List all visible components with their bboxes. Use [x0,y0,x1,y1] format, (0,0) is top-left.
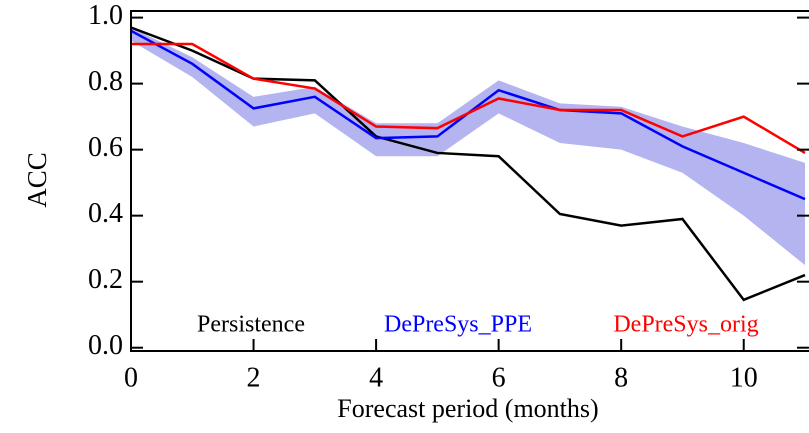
x-tick-label: 8 [614,362,628,393]
series-line [131,42,806,155]
y-tick-label: 0.0 [88,330,123,361]
y-tick-label: 0.4 [88,198,123,229]
y-tick-label: 0.2 [88,264,123,295]
x-tick-label: 10 [730,362,758,393]
legend-entry: DePreSys_PPE [384,312,532,338]
x-tick-label: 6 [492,362,506,393]
x-tick-label: 4 [369,362,383,393]
plot-frame [130,10,809,352]
y-axis-label: ACC [22,152,52,208]
y-tick-label: 0.6 [88,132,123,163]
x-tick-label: 2 [247,362,261,393]
y-tick-label: 1.0 [88,0,123,31]
legend-entry: DePreSys_orig [613,312,758,338]
legend-entry: Persistence [197,312,305,338]
x-tick-label: 0 [124,362,138,393]
x-axis-label: Forecast period (months) [337,394,598,423]
y-tick-label: 0.8 [88,66,123,97]
spread-band [131,27,805,266]
